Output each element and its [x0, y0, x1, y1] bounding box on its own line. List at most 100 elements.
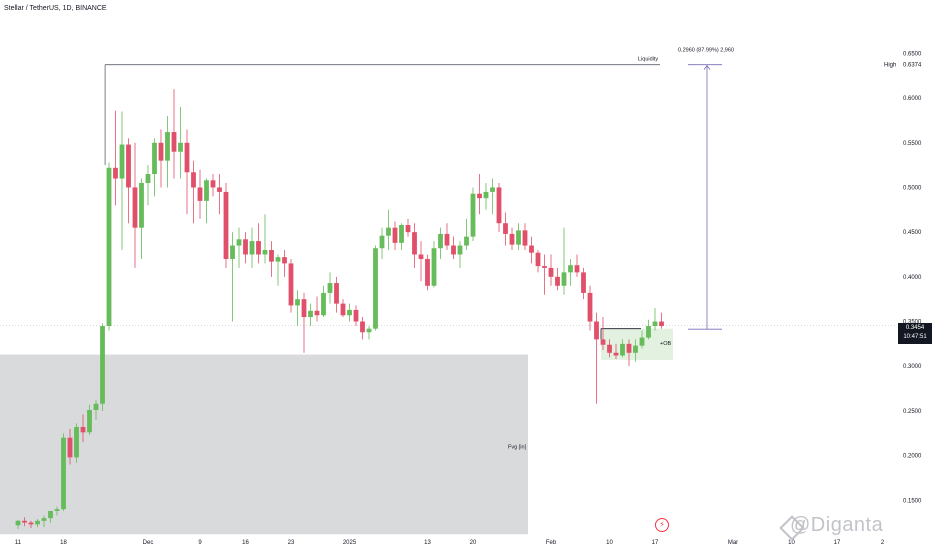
candle-body [314, 310, 320, 316]
watermark: @Diganta [790, 514, 884, 536]
x-tick-label: Feb [546, 540, 557, 546]
candle [275, 254, 281, 286]
candle [340, 299, 346, 318]
candle-body [54, 509, 60, 511]
candle [204, 178, 209, 224]
candle [386, 209, 391, 251]
lightning-icon[interactable]: ⚡ [655, 518, 669, 532]
candle-body [659, 321, 664, 326]
candle-body [262, 250, 268, 255]
candle-body [366, 328, 372, 333]
candle-body [178, 142, 183, 152]
chart-title: Stellar / TetherUS, 1D, BINANCE [4, 5, 107, 12]
x-tick-label: Mar [728, 540, 738, 546]
price-axis[interactable]: 0.6500 0.6000 0.5500 0.5000 0.4500 0.4000 0.35… [903, 51, 922, 504]
current-price-box: 0.3454 10:47:51 [898, 323, 932, 344]
y-tick-label: 0.2000 [903, 454, 922, 460]
candle-body [464, 236, 469, 246]
candle [353, 305, 359, 326]
x-tick-label: 2 [881, 540, 885, 546]
order-block-zone [601, 328, 673, 360]
candle [28, 520, 34, 528]
candle-body [210, 180, 216, 188]
candle [152, 138, 157, 197]
candle-body [503, 223, 508, 234]
candle-body [347, 309, 352, 316]
candle-body [15, 520, 21, 526]
candle [223, 182, 229, 268]
candle [392, 221, 398, 251]
x-tick-label: 20 [470, 540, 477, 546]
x-tick-label: 2025 [343, 540, 357, 546]
candle [48, 510, 53, 523]
candle [516, 223, 521, 251]
candle [35, 519, 40, 528]
candle-body [282, 257, 287, 264]
candle-body [451, 245, 456, 255]
candle [87, 404, 92, 436]
candle [431, 241, 437, 288]
candle [256, 223, 261, 264]
candle-body [386, 227, 391, 236]
candle-body [275, 257, 281, 262]
candle [243, 232, 248, 264]
candle [295, 290, 300, 326]
candle-body [360, 321, 365, 333]
candle-body [197, 187, 203, 201]
candle-body [496, 187, 502, 224]
candle [165, 115, 170, 188]
candle-body [568, 265, 573, 273]
candle [74, 423, 79, 463]
candle [210, 174, 216, 197]
high-label: High [884, 63, 896, 69]
candle [119, 111, 125, 251]
x-tick-label: 17 [652, 540, 659, 546]
candle [301, 292, 307, 353]
candle-body [132, 187, 138, 228]
time-axis[interactable]: 11 18 Dec 9 16 23 2025 13 20 Feb 10 17 Mar 10 17 2 [15, 540, 885, 546]
candle [477, 174, 482, 215]
candle [54, 506, 60, 516]
candle [67, 428, 73, 465]
candle-body [418, 254, 424, 259]
candle-body [457, 245, 463, 255]
candle-body [93, 403, 99, 410]
candle [197, 169, 203, 219]
candle-body [126, 144, 131, 188]
candle [314, 296, 320, 322]
y-tick-label: 0.5500 [903, 141, 922, 147]
candle-body [652, 321, 658, 326]
candle-body [581, 272, 586, 293]
candle-body [35, 520, 40, 525]
candle [529, 236, 534, 264]
candle [418, 241, 424, 282]
candle-body [438, 233, 443, 249]
y-tick-label: 0.6500 [903, 51, 922, 57]
candle-body [145, 174, 151, 183]
candle [405, 218, 411, 237]
candle-body [405, 224, 411, 233]
current-price: 0.3454 [905, 325, 925, 331]
candle-body [444, 233, 450, 246]
candle [334, 276, 339, 313]
candle [542, 254, 547, 295]
candle [561, 227, 567, 295]
candle [360, 317, 365, 340]
candle [61, 433, 66, 511]
candle [308, 303, 313, 326]
candle [639, 330, 645, 349]
candle-body [165, 132, 170, 161]
candle [503, 212, 508, 246]
candle-body [334, 283, 339, 304]
candle-body [152, 142, 157, 175]
candle-body [379, 235, 385, 249]
measure-label: 0.2960 (87.99%) 2,960 [678, 48, 734, 54]
candle-body [171, 132, 177, 152]
x-tick-label: 16 [242, 540, 249, 546]
candle-body [288, 263, 294, 306]
candle-body [204, 180, 209, 201]
candle-body [607, 344, 612, 353]
candle [659, 312, 664, 329]
candle-body [490, 187, 495, 192]
